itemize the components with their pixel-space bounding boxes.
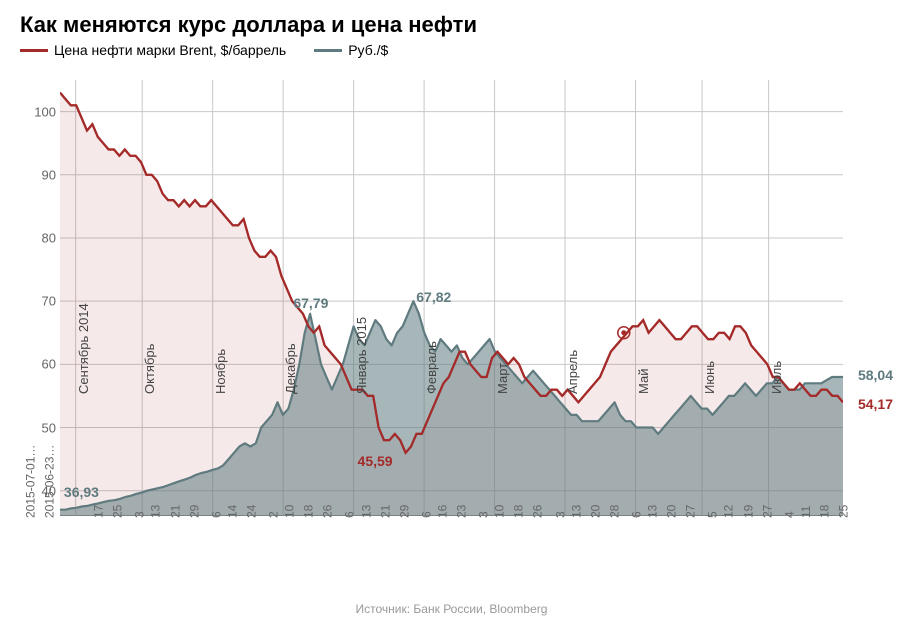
x-axis: 2015-07-01…2015-06-23…172531321296142421… [60,518,843,590]
legend: Цена нефти марки Brent, $/баррель Руб./$ [20,42,883,58]
legend-label-rub: Руб./$ [348,42,388,58]
chart-annotation: 67,82 [416,289,451,305]
x-tick: 6 [420,511,434,518]
chart-title: Как меняются курс доллара и цена нефти [20,12,883,38]
y-tick: 70 [20,294,56,309]
legend-swatch-oil [20,49,48,52]
month-label: Апрель [565,350,580,394]
chart-page: Как меняются курс доллара и цена нефти Ц… [0,0,903,626]
x-tick: 20 [588,505,602,518]
x-tick: 16 [435,505,449,518]
legend-swatch-rub [314,49,342,52]
chart-svg [60,80,843,516]
month-label: Июнь [702,361,717,394]
x-tick: 28 [607,505,621,518]
x-tick: 21 [168,505,182,518]
x-tick: 19 [741,505,755,518]
x-tick: 3 [553,511,567,518]
x-tick: 18 [817,505,831,518]
legend-item-oil: Цена нефти марки Brent, $/баррель [20,42,286,58]
x-tick: 17 [92,505,106,518]
x-tick: 10 [493,505,507,518]
x-tick: 18 [302,505,316,518]
x-tick: 4 [782,511,796,518]
chart-plot-area: Сентябрь 2014 Октябрь Ноябрь Декабрь Январь … [60,80,843,516]
chart-annotation: 45,59 [358,453,393,469]
x-tick: 5 [706,511,720,518]
x-tick: 3 [477,511,491,518]
month-label: Июль [769,361,784,394]
x-tick: 21 [378,505,392,518]
x-tick: 20 [664,505,678,518]
x-tick: 26 [321,505,335,518]
y-tick: 60 [20,357,56,372]
x-tick: 29 [397,505,411,518]
x-tick: 13 [149,505,163,518]
x-tick: 2 [267,511,281,518]
x-tick: 6 [343,511,357,518]
x-tick: 13 [569,505,583,518]
x-tick: 3 [133,511,147,518]
chart-annotation: 36,93 [64,484,99,500]
y-tick: 50 [20,420,56,435]
x-tick: 27 [684,505,698,518]
month-label: Май [636,368,651,393]
x-tick: 29 [187,505,201,518]
y-tick: 90 [20,167,56,182]
x-tick: 11 [799,506,813,518]
x-tick: 23 [454,505,468,518]
month-label: Январь 2015 [354,317,369,394]
source-line: Источник: Банк России, Bloomberg [0,602,903,616]
end-label-rub: 58,04 [858,367,893,383]
x-tick: 18 [512,505,526,518]
legend-item-rub: Руб./$ [314,42,388,58]
month-label: Декабрь [283,343,298,394]
month-label: Октябрь [142,344,157,394]
end-label-oil: 54,17 [858,396,893,412]
legend-label-oil: Цена нефти марки Brent, $/баррель [54,42,286,58]
month-label: Март [495,363,510,394]
chart-annotation: 67,79 [293,295,328,311]
y-tick: 80 [20,230,56,245]
x-tick: 27 [760,505,774,518]
month-label: Февраль [424,341,439,394]
x-tick: 6 [630,511,644,518]
month-label: Ноябрь [213,349,228,394]
month-label: Сентябрь 2014 [76,303,91,394]
x-tick: 24 [244,505,258,518]
x-tick: 6 [209,511,223,518]
x-tick: 26 [531,505,545,518]
x-tick: 13 [645,505,659,518]
y-tick: 100 [20,104,56,119]
x-tick: 12 [722,505,736,518]
x-tick: 2015-06-23… [42,445,56,518]
x-tick: 25 [111,505,125,518]
x-tick: 25 [836,505,850,518]
x-tick: 10 [282,505,296,518]
x-tick: 14 [225,505,239,518]
x-tick: 13 [359,505,373,518]
x-tick: 2015-07-01… [23,445,37,518]
